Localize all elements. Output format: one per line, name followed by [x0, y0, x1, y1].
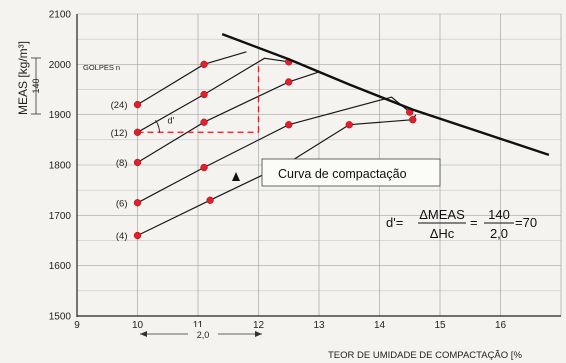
x-tick-label: 10 — [132, 320, 144, 331]
tick-labels: 9 10 11 12 13 14 15 16 1500 1600 1700 1800 1900 2000 2… — [49, 10, 507, 332]
delta-meas-dimension: 140 — [31, 57, 41, 115]
y-tick-label: 1600 — [49, 261, 72, 272]
series-label: (8) — [116, 158, 128, 169]
series-label: (4) — [116, 231, 128, 242]
angle-label: d' — [168, 115, 175, 125]
data-point — [206, 196, 214, 204]
callout-label: Curva de compactação — [278, 167, 407, 181]
x-tick-label: 11 — [193, 320, 204, 331]
data-point — [133, 199, 142, 207]
series-layer: (24) (12) (8) (6) (4) — [111, 32, 550, 242]
formula: d'= ΔMEAS ΔHc = 140 2,0 =70 — [386, 207, 537, 241]
formula-num2: 140 — [488, 207, 510, 222]
data-point — [200, 118, 208, 126]
legend-title: GOLPES n — [83, 63, 120, 72]
formula-lhs: d'= — [386, 215, 403, 230]
x-tick-label: 13 — [313, 320, 325, 331]
data-point — [133, 231, 142, 240]
x-tick-label: 14 — [374, 320, 386, 331]
series-label: (12) — [111, 128, 128, 139]
data-point — [200, 90, 208, 99]
series-line — [137, 71, 320, 164]
grid — [76, 13, 562, 317]
delta-hc-dimension: 2,0 — [140, 327, 262, 341]
x-tick-label: 16 — [495, 320, 507, 331]
formula-num1: ΔMEAS — [419, 207, 465, 222]
y-tick-label: 1800 — [49, 161, 72, 172]
annotations: d' — [137, 61, 260, 133]
formula-eq: = — [470, 215, 478, 230]
data-point — [200, 60, 208, 68]
data-point — [409, 116, 417, 124]
data-point — [133, 158, 142, 167]
data-point — [285, 78, 293, 86]
series-label: (24) — [111, 100, 128, 111]
y-tick-label: 2000 — [49, 60, 72, 71]
data-point — [345, 121, 353, 129]
y-tick-label: 2100 — [49, 10, 72, 21]
axes — [76, 14, 561, 317]
delta-meas-label: 140 — [31, 78, 41, 93]
series-line — [137, 51, 247, 106]
x-tick-label: 12 — [253, 320, 265, 331]
y-tick-label: 1500 — [49, 312, 72, 323]
data-point — [200, 163, 208, 172]
x-tick-label: 15 — [434, 320, 446, 331]
compaction-curve — [221, 32, 550, 157]
data-point — [133, 100, 142, 109]
series-line — [137, 57, 289, 133]
delta-hc-label: 2,0 — [197, 330, 210, 340]
formula-den1: ΔHc — [430, 226, 455, 241]
data-point — [285, 121, 293, 129]
formula-den2: 2,0 — [490, 226, 508, 241]
x-axis-label: TEOR DE UMIDADE DE COMPACTAÇÃO [% — [328, 350, 522, 361]
callout-box — [261, 158, 441, 187]
series-label: (6) — [116, 198, 128, 209]
y-tick-label: 1900 — [49, 110, 72, 121]
series-line — [137, 96, 411, 204]
formula-result: =70 — [515, 215, 537, 230]
angle-arc — [155, 120, 160, 133]
y-tick-label: 1700 — [49, 211, 72, 222]
y-axis-label: MEAS [kg/m³] — [16, 41, 30, 115]
x-tick-label: 9 — [74, 320, 80, 331]
callout-arrow-icon — [232, 172, 240, 181]
